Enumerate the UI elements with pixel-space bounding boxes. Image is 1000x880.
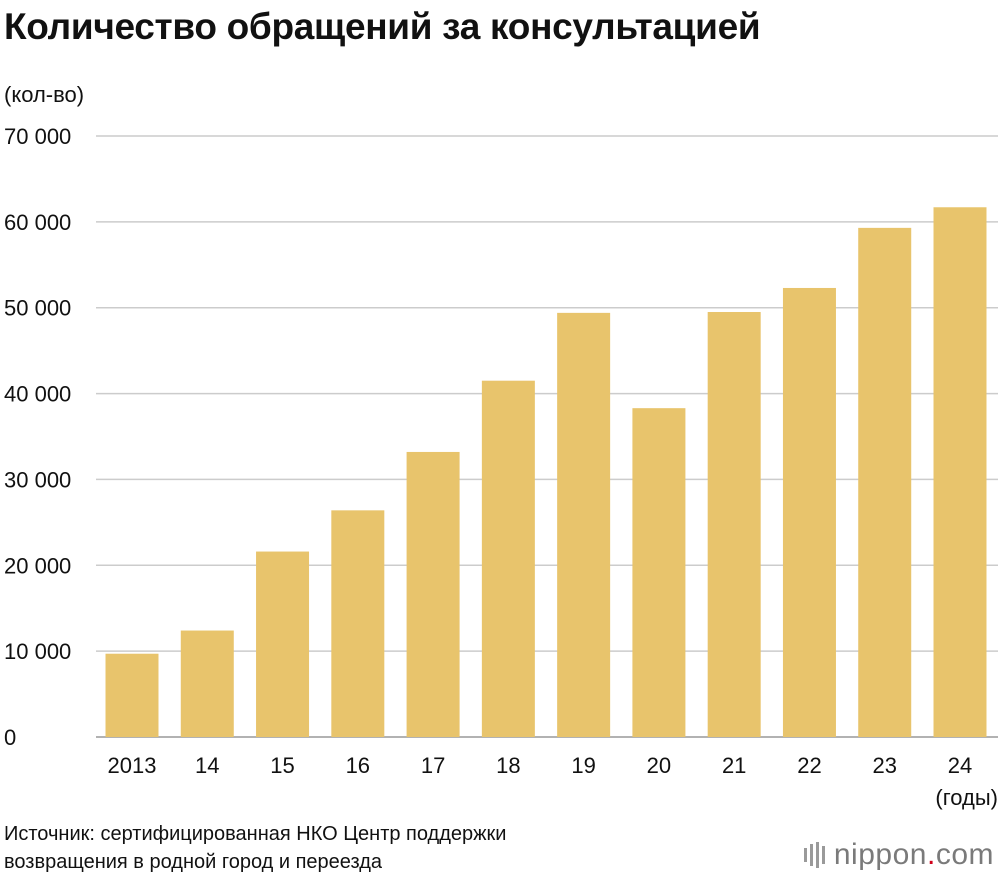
bar-2013 [105,653,159,737]
bar-17 [406,451,460,737]
bar-15 [256,551,310,737]
logo-tld: com [935,838,994,871]
x-tick-label: 19 [571,753,595,778]
source-line-1: Источник: сертифицированная НКО Центр по… [4,823,507,845]
x-tick-label: 20 [647,753,671,778]
nippon-logo: nippon. com [803,838,994,872]
bar-14 [180,630,234,737]
x-tick-label: 2013 [108,753,157,778]
y-tick-label: 50 000 [4,296,71,321]
bar-22 [782,287,836,737]
source-note: Источник: сертифицированная НКО Центр по… [4,820,704,876]
source-line-2: возвращения в родной город и переезда [4,851,382,873]
y-tick-label: 70 000 [4,124,71,149]
bar-18 [481,380,535,737]
x-tick-labels: 2013 14 15 16 17 18 19 20 21 22 23 24 [108,753,973,778]
grid-lines [96,135,998,738]
y-tick-label: 20 000 [4,553,71,578]
bar-23 [858,227,912,738]
bar-20 [632,408,686,737]
chart-title: Количество обращений за консультацией [4,6,761,47]
x-tick-label: 17 [421,753,445,778]
x-tick-label: 18 [496,753,520,778]
bar-21 [707,312,761,737]
bar-19 [557,312,611,737]
x-tick-label: 21 [722,753,746,778]
y-tick-labels: 0 10 000 20 000 30 000 40 000 50 000 60 000 70 … [4,124,71,750]
x-tick-label: 15 [270,753,294,778]
x-tick-label: 14 [195,753,219,778]
y-axis-unit-label: (кол-во) [4,82,85,107]
bar-chart: 0 10 000 20 000 30 000 40 000 50 000 60 000 70 … [4,124,998,810]
y-tick-label: 30 000 [4,467,71,492]
bars [105,207,987,738]
y-tick-label: 60 000 [4,210,71,235]
x-tick-label: 22 [797,753,821,778]
logo-dot: . [926,838,936,871]
bar-24 [933,207,987,738]
x-tick-label: 24 [948,753,972,778]
x-axis-unit-label: (годы) [935,785,998,810]
x-tick-label: 23 [872,753,896,778]
bar-16 [331,510,385,737]
y-tick-label: 0 [4,725,16,750]
y-tick-label: 10 000 [4,639,71,664]
nippon-logo-icon [803,842,825,868]
x-tick-label: 16 [346,753,370,778]
logo-name: nippon [833,838,927,871]
y-tick-label: 40 000 [4,382,71,407]
